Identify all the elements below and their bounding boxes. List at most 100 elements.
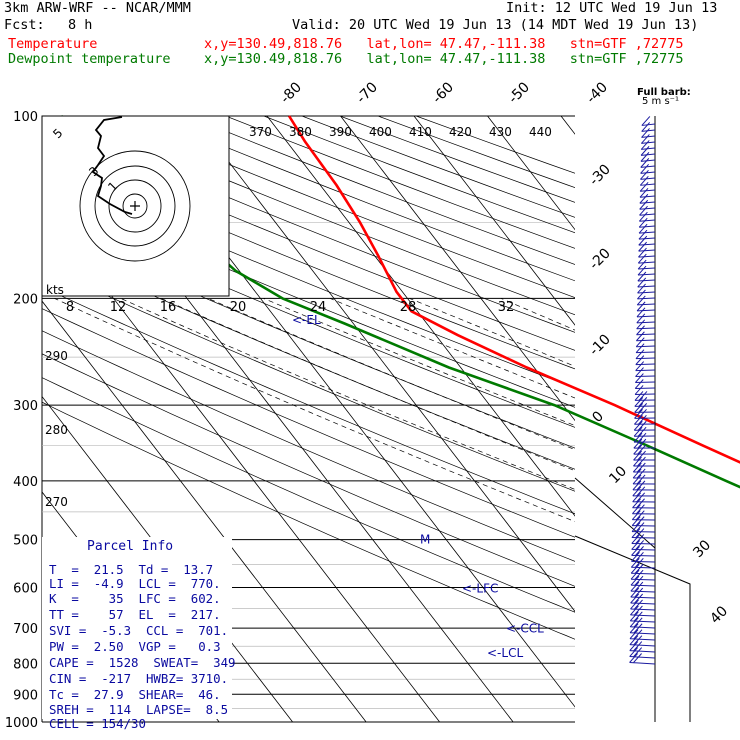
wind-barb-flag: [638, 241, 648, 252]
wind-barb-flag: [641, 116, 651, 126]
wind-barb: [638, 243, 656, 246]
init-time: Init: 12 UTC Wed 19 Jun 13: [506, 0, 718, 16]
isotherm-label: -50: [506, 79, 533, 106]
wind-barb-flag: [634, 391, 644, 401]
wind-barb: [638, 255, 656, 258]
wind-barb-flag: [634, 379, 644, 389]
speed-scale-label: 28: [400, 300, 417, 315]
pressure-tick-label: 300: [13, 399, 38, 414]
hodograph-center: [130, 201, 140, 211]
parcel-line: SREH = 114 LAPSE= 8.5: [49, 702, 229, 717]
wind-barb-flag: [629, 635, 639, 645]
wind-barb-flag: [638, 229, 648, 240]
dry-adiabat-line: [42, 330, 575, 562]
hodograph-trace: [91, 116, 133, 215]
wind-barb: [641, 135, 656, 138]
wind-barb-flag: [637, 426, 647, 437]
wind-barb: [640, 183, 656, 186]
wind-barb-flag: [631, 522, 641, 532]
wind-barb-flag: [637, 289, 646, 300]
dry-adiabat-line: [225, 116, 575, 249]
wind-barb: [638, 273, 656, 276]
isotherm-line: [413, 116, 575, 326]
adiabat-label: 280: [45, 423, 68, 437]
wind-barb-flag: [629, 623, 639, 634]
wind-barb-flag: [632, 474, 642, 485]
wind-barb: [629, 644, 656, 647]
wind-barb-flag: [633, 641, 643, 651]
wind-barb: [629, 661, 656, 665]
dry-adiabat-line: [42, 265, 575, 492]
wind-barb: [629, 656, 656, 659]
isotherm-label: -40: [584, 79, 611, 106]
wind-barb-flag: [635, 349, 645, 359]
theta-e-label: 400: [369, 125, 392, 139]
wind-barb-flag: [632, 486, 642, 497]
wind-barb: [637, 309, 656, 312]
pressure-tick-label: 800: [13, 657, 38, 672]
dry-adiabat-line: [42, 377, 575, 613]
wind-barb-flag: [633, 450, 642, 461]
annotation-label: <-EL: [292, 313, 321, 327]
wind-barb-flag: [635, 361, 645, 371]
wind-legend-title: Full barb:: [637, 87, 691, 98]
wind-barb-flag: [635, 343, 645, 354]
dry-adiabat-line: [42, 401, 575, 640]
theta-e-label: 390: [329, 125, 352, 139]
wind-barb: [637, 303, 656, 306]
wind-barb-flag: [630, 575, 640, 586]
wind-barb: [640, 189, 656, 192]
wind-barb-flag: [636, 480, 646, 491]
wind-barb: [639, 231, 656, 234]
parcel-line: CAPE = 1528 SWEAT= 349: [49, 655, 236, 670]
dry-adiabat-line: [149, 116, 575, 282]
wind-barb-flag: [637, 444, 647, 455]
wind-barb: [636, 351, 656, 354]
dry-adiabat-line: [42, 206, 575, 428]
wind-barb-flag: [634, 569, 644, 580]
wind-barb-flag: [631, 510, 641, 520]
wind-barb: [629, 638, 656, 641]
wind-barb-flag: [633, 617, 643, 628]
model-title: 3km ARW-WRF -- NCAR/MMM: [4, 0, 191, 16]
speed-scale-label: 8: [66, 300, 74, 315]
wind-barb: [629, 650, 656, 653]
wind-barb: [639, 225, 656, 228]
wind-barb-flag: [640, 169, 649, 180]
wind-barb-flag: [634, 557, 644, 568]
wind-barb-flag: [639, 187, 649, 198]
wind-barb-flag: [634, 605, 643, 616]
wind-barb-flag: [633, 629, 643, 640]
wind-barb-flag: [637, 265, 647, 276]
wind-barb-flag: [630, 605, 639, 616]
wind-barb-flag: [637, 277, 647, 288]
wind-barb-flag: [633, 426, 643, 437]
wind-barb: [635, 381, 656, 384]
adiabat-label: 290: [45, 349, 68, 363]
speed-scale-label: 20: [230, 300, 247, 315]
isotherm-label: 0: [589, 408, 607, 426]
wind-barb: [638, 249, 656, 252]
wind-barb-flag: [634, 581, 644, 592]
wind-barb-flag: [640, 164, 649, 174]
parcel-line: CELL = 154/30: [49, 716, 146, 731]
wind-barb-flag: [634, 403, 644, 413]
dry-adiabat-line: [42, 308, 575, 538]
theta-e-label: 370: [249, 125, 272, 139]
dry-adiabat-line: [42, 188, 575, 408]
moist-adiabat-line: [160, 298, 575, 472]
wind-barb-flag: [633, 653, 642, 663]
wind-barb-flag: [634, 599, 643, 610]
wind-barb-flag: [633, 647, 643, 657]
wind-barb: [636, 321, 656, 324]
wind-barb-flag: [636, 468, 646, 479]
isotherm-line: [42, 300, 367, 722]
adiabat-label: 270: [45, 495, 68, 509]
dry-adiabat-line: [416, 116, 575, 174]
wind-barb: [630, 614, 656, 617]
wind-barb: [638, 267, 656, 270]
wind-barb-flag: [633, 438, 643, 449]
wind-barb-flag: [631, 552, 640, 562]
header: 3km ARW-WRF -- NCAR/MMM Init: 12 UTC Wed…: [0, 0, 740, 70]
